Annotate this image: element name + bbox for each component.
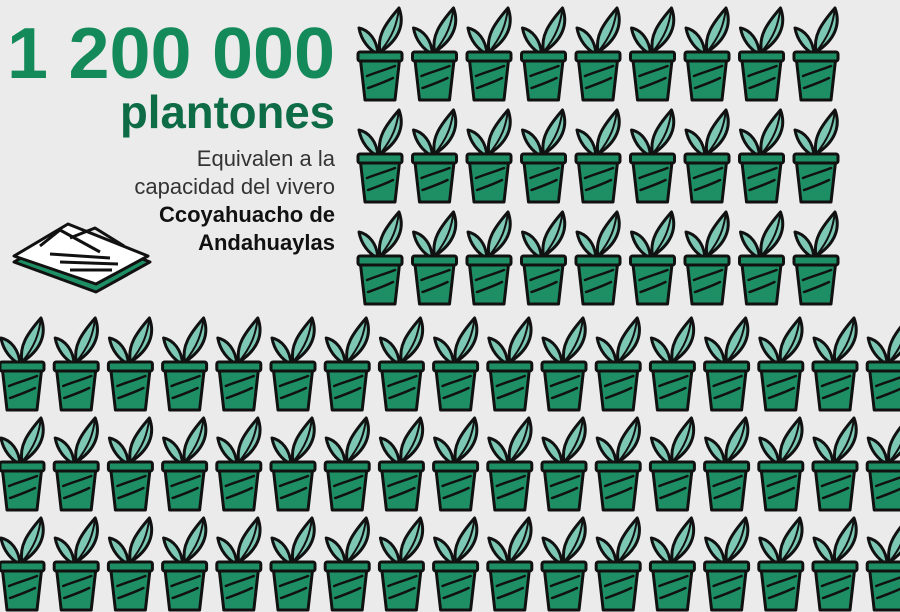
plant-icon	[813, 418, 857, 510]
plant-icon	[596, 518, 640, 610]
plant-icon	[631, 110, 675, 202]
plant-icon	[325, 518, 369, 610]
plant-icon	[358, 212, 402, 304]
plant-icon	[794, 110, 838, 202]
plant-icon	[0, 518, 44, 610]
plant-icon	[358, 110, 402, 202]
plant-icon	[467, 110, 511, 202]
plant-icon	[705, 518, 749, 610]
plant-icon	[0, 318, 44, 410]
plant-icon	[163, 418, 207, 510]
description-line: Equivalen a la	[197, 146, 336, 171]
plant-icon	[650, 418, 694, 510]
plant-icon	[271, 318, 315, 410]
plant-icon	[379, 518, 423, 610]
plant-icon	[217, 418, 261, 510]
plant-icon	[650, 518, 694, 610]
plant-icon	[522, 212, 566, 304]
plant-icon	[794, 8, 838, 100]
plant-icon	[0, 418, 44, 510]
plant-icon	[867, 318, 900, 410]
plant-icon	[217, 318, 261, 410]
plant-icon	[794, 212, 838, 304]
plant-icon	[163, 318, 207, 410]
plant-icon	[685, 8, 729, 100]
plant-icon	[379, 318, 423, 410]
plant-icon	[271, 418, 315, 510]
plant-icon	[705, 418, 749, 510]
plant-icon	[467, 212, 511, 304]
plant-icon	[108, 318, 152, 410]
plant-icon	[413, 110, 457, 202]
plant-icon	[434, 318, 478, 410]
plant-icon	[271, 518, 315, 610]
plant-icon	[867, 418, 900, 510]
plant-icon	[108, 418, 152, 510]
plant-icon	[54, 518, 98, 610]
plant-icon	[685, 110, 729, 202]
plant-icon	[685, 212, 729, 304]
plant-icon	[488, 418, 532, 510]
plant-icon	[522, 110, 566, 202]
plant-icon	[867, 518, 900, 610]
place-line: Ccoyahuacho de	[159, 202, 335, 227]
plant-icon	[217, 518, 261, 610]
plant-icon	[54, 418, 98, 510]
plant-icon	[54, 318, 98, 410]
plant-icon	[413, 212, 457, 304]
plant-icon	[596, 318, 640, 410]
plant-icon	[108, 518, 152, 610]
plant-icon	[631, 212, 675, 304]
plant-icon	[325, 418, 369, 510]
plant-icon	[488, 518, 532, 610]
plant-icon	[740, 8, 784, 100]
plant-icon	[650, 318, 694, 410]
place-line: Andahuaylas	[198, 230, 335, 255]
plant-icon	[705, 318, 749, 410]
plant-icon	[740, 110, 784, 202]
plant-icon	[813, 318, 857, 410]
plant-icon	[631, 8, 675, 100]
plant-icon	[325, 318, 369, 410]
description-line: capacidad del vivero	[134, 174, 335, 199]
headline-unit: plantones	[120, 86, 335, 138]
plant-icon	[740, 212, 784, 304]
plant-icon	[596, 418, 640, 510]
plant-icon	[488, 318, 532, 410]
plant-icon	[542, 518, 586, 610]
plant-icon	[163, 518, 207, 610]
plant-icon	[467, 8, 511, 100]
plant-icon	[413, 8, 457, 100]
plant-icon	[522, 8, 566, 100]
plant-icon	[434, 518, 478, 610]
plant-icon	[434, 418, 478, 510]
plant-icon	[759, 418, 803, 510]
plant-icon	[576, 212, 620, 304]
plant-icon	[576, 110, 620, 202]
plant-icon	[379, 418, 423, 510]
headline-number: 1 200 000	[7, 14, 335, 94]
plant-icon	[576, 8, 620, 100]
plant-icon	[542, 318, 586, 410]
infographic: 1 200 000 plantones Equivalen a la capac…	[0, 0, 900, 612]
plant-icon	[759, 318, 803, 410]
book-icon	[14, 224, 150, 292]
plant-icon	[759, 518, 803, 610]
plant-icon	[813, 518, 857, 610]
plant-icon	[542, 418, 586, 510]
plant-icon	[358, 8, 402, 100]
